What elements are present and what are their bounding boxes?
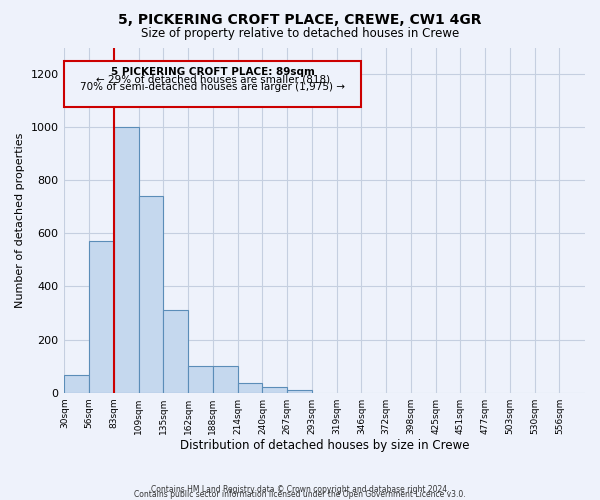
Text: Contains HM Land Registry data © Crown copyright and database right 2024.: Contains HM Land Registry data © Crown c… bbox=[151, 484, 449, 494]
X-axis label: Distribution of detached houses by size in Crewe: Distribution of detached houses by size … bbox=[179, 440, 469, 452]
Bar bbox=[213, 366, 238, 392]
Bar bbox=[238, 382, 262, 392]
Bar bbox=[188, 366, 213, 392]
Bar bbox=[64, 376, 89, 392]
Bar bbox=[163, 310, 188, 392]
Bar bbox=[139, 196, 163, 392]
Bar bbox=[114, 127, 139, 392]
Text: Contains public sector information licensed under the Open Government Licence v3: Contains public sector information licen… bbox=[134, 490, 466, 499]
Text: 5 PICKERING CROFT PLACE: 89sqm: 5 PICKERING CROFT PLACE: 89sqm bbox=[111, 66, 315, 76]
Bar bbox=[262, 388, 287, 392]
Text: 5, PICKERING CROFT PLACE, CREWE, CW1 4GR: 5, PICKERING CROFT PLACE, CREWE, CW1 4GR bbox=[118, 12, 482, 26]
Text: 70% of semi-detached houses are larger (1,975) →: 70% of semi-detached houses are larger (… bbox=[80, 82, 346, 92]
Text: Size of property relative to detached houses in Crewe: Size of property relative to detached ho… bbox=[141, 28, 459, 40]
Bar bbox=[287, 390, 312, 392]
Bar bbox=[64, 62, 361, 107]
Y-axis label: Number of detached properties: Number of detached properties bbox=[15, 132, 25, 308]
Bar bbox=[89, 242, 114, 392]
Text: ← 29% of detached houses are smaller (818): ← 29% of detached houses are smaller (81… bbox=[96, 74, 330, 85]
